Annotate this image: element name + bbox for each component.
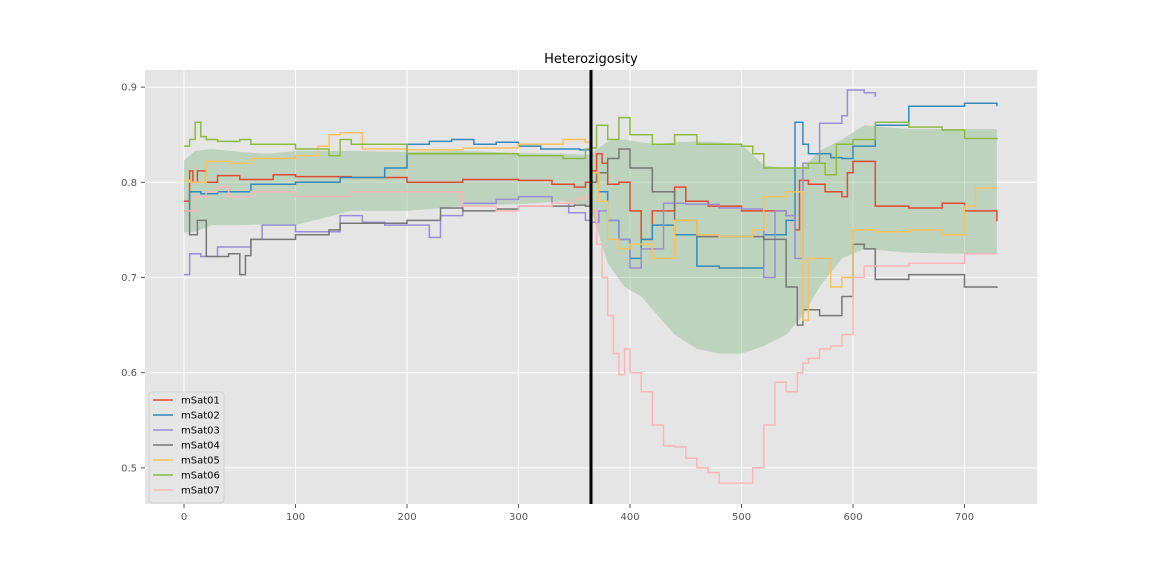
y-tick-label: 0.7 (121, 273, 137, 284)
x-tick-label: 0 (181, 512, 187, 523)
x-tick-label: 400 (620, 512, 639, 523)
y-axis-ticks: 0.5 0.6 0.7 0.8 0.9 (121, 83, 145, 474)
y-tick-label: 0.8 (121, 178, 137, 189)
legend-label-mSat03: mSat03 (181, 426, 220, 437)
y-tick-label: 0.6 (121, 368, 137, 379)
confidence-band-layer (184, 125, 997, 354)
series-line-mSat03 (184, 89, 877, 279)
x-axis-ticks: 0 100 200 300 400 500 600 700 (181, 504, 974, 523)
x-tick-label: 600 (843, 512, 862, 523)
x-tick-label: 300 (509, 512, 528, 523)
chart-title: Heterozigosity (544, 52, 638, 67)
y-tick-label: 0.5 (121, 463, 137, 474)
series-line-mSat05 (184, 132, 997, 322)
series-line-mSat04 (184, 148, 998, 326)
legend-label-mSat04: mSat04 (181, 441, 220, 452)
x-tick-label: 500 (732, 512, 751, 523)
legend-label-mSat01: mSat01 (181, 396, 220, 407)
legend-label-mSat02: mSat02 (181, 411, 220, 422)
series-line-mSat06 (184, 116, 998, 176)
y-tick-label: 0.9 (121, 83, 137, 94)
legend-label-mSat07: mSat07 (181, 486, 220, 497)
series-line-mSat07 (184, 186, 998, 484)
confidence-band (184, 125, 997, 354)
series-line-mSat01 (184, 153, 998, 241)
series-layer (184, 89, 998, 484)
x-tick-label: 700 (955, 512, 974, 523)
legend-label-mSat05: mSat05 (181, 456, 220, 467)
legend: mSat01 mSat02 mSat03 mSat04 mSat05 mSat06 mSat… (148, 391, 225, 504)
x-tick-label: 100 (286, 512, 305, 523)
x-tick-label: 200 (397, 512, 416, 523)
legend-label-mSat06: mSat06 (181, 471, 220, 482)
